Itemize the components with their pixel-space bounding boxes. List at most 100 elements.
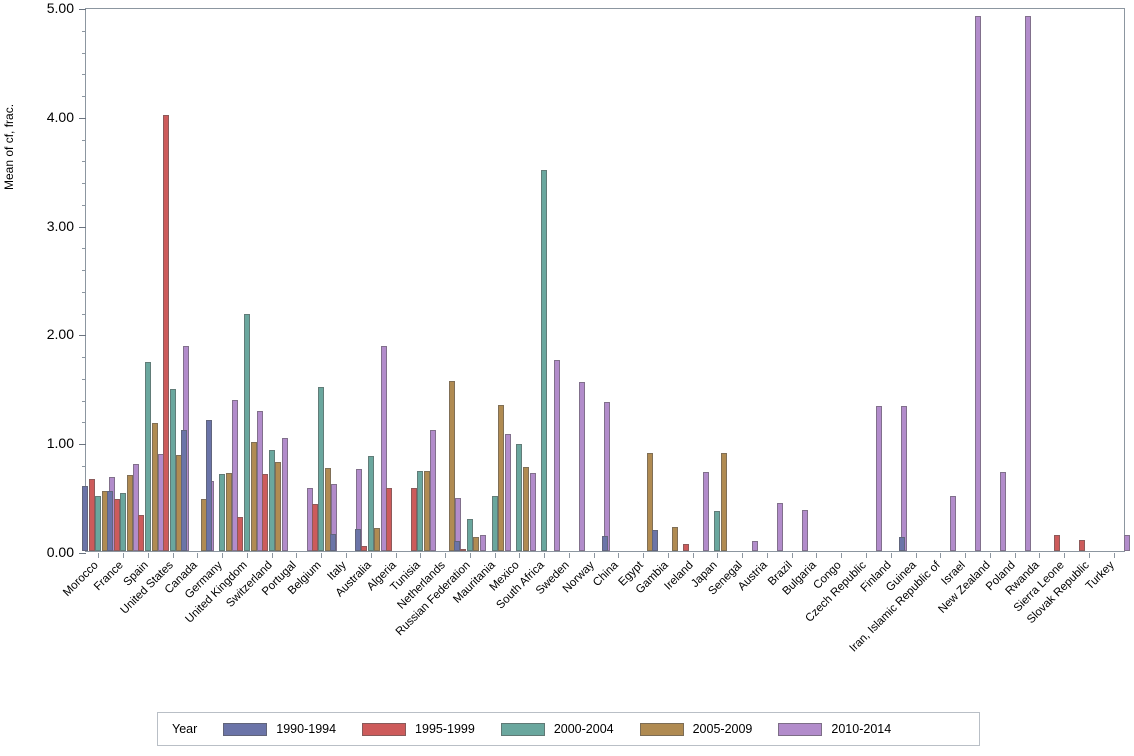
bar — [466, 519, 473, 551]
bar — [541, 170, 548, 551]
x-axis-tick — [692, 553, 694, 558]
bar — [423, 470, 430, 551]
x-axis-tick — [940, 553, 942, 558]
bar — [721, 453, 728, 551]
bar — [1000, 471, 1006, 551]
x-axis-tick-label: Canada — [163, 559, 201, 597]
y-axis-minor-tick — [82, 400, 86, 402]
legend-swatch — [778, 722, 823, 736]
y-axis-tick — [79, 226, 86, 228]
legend-label: 2010-2014 — [831, 722, 892, 736]
legend-item[interactable]: 1990-1994 — [223, 722, 336, 736]
x-axis-tick — [469, 553, 471, 558]
bar — [225, 472, 232, 551]
x-axis-tick — [1088, 553, 1090, 558]
x-axis-tick-label: Sierra Leone — [1011, 559, 1067, 615]
y-axis-minor-tick — [82, 96, 86, 98]
y-axis-minor-tick — [82, 74, 86, 76]
bar — [473, 536, 480, 551]
bar — [430, 430, 437, 551]
x-axis-tick-label: Bulgaria — [780, 559, 820, 598]
x-axis-tick-label: China — [591, 559, 622, 590]
x-axis-tick — [172, 553, 174, 558]
y-axis-tick-label: 1.00 — [46, 435, 74, 452]
x-axis-tick-label: Guinea — [883, 559, 919, 595]
bar — [480, 534, 486, 551]
y-axis-minor-tick — [82, 183, 86, 185]
x-axis-tick-label: South Africa — [494, 559, 547, 612]
x-axis-tick-label: Morocco — [61, 559, 102, 599]
bar — [95, 495, 102, 551]
x-axis-tick-label: Czech Republic — [803, 559, 869, 625]
x-axis-tick — [147, 553, 149, 558]
legend-item[interactable]: 2000-2004 — [500, 722, 614, 736]
legend-item[interactable]: 2010-2014 — [778, 722, 891, 736]
y-axis-tick — [79, 553, 86, 554]
y-axis-minor-tick — [82, 378, 86, 380]
legend-item[interactable]: 2005-2009 — [639, 722, 753, 736]
bar — [106, 491, 113, 551]
bar — [1123, 534, 1130, 551]
x-axis-tick — [123, 553, 125, 558]
x-axis-tick-label: Brazil — [765, 559, 795, 589]
x-axis-tick-label: Ireland — [662, 559, 696, 593]
x-axis-tick-label: United Kingdom — [183, 559, 250, 626]
bar — [448, 381, 455, 551]
x-axis-tick — [890, 553, 892, 558]
x-axis-tick-label: Poland — [983, 559, 1018, 594]
bar — [554, 359, 561, 551]
bar — [516, 444, 523, 551]
x-axis-tick — [717, 553, 719, 558]
x-axis-tick-label: Austria — [735, 559, 770, 594]
bar — [113, 498, 120, 551]
bar — [417, 470, 424, 551]
x-axis-tick-label: Spain — [121, 559, 151, 589]
y-axis-minor-tick — [82, 52, 86, 54]
y-axis-minor-tick — [82, 204, 86, 206]
bar — [120, 493, 127, 551]
bar — [950, 495, 957, 551]
bar — [268, 449, 275, 551]
y-axis-tick — [79, 335, 86, 337]
bar — [324, 468, 331, 551]
x-axis-tick-label: Congo — [811, 559, 845, 592]
legend-label: 2005-2009 — [692, 722, 753, 736]
bar — [374, 528, 381, 551]
bar — [1054, 534, 1061, 551]
x-axis-tick — [1113, 553, 1115, 558]
plot-area: 0.00 1.00 2.00 3.00 4.00 5.00 — [47, 1, 1130, 559]
x-axis-tick-label: Sweden — [533, 559, 572, 598]
x-axis-tick-label: Tunisia — [388, 559, 424, 594]
x-axis-tick — [1014, 553, 1016, 558]
bar — [318, 386, 325, 551]
bar — [144, 361, 151, 551]
x-axis-tick — [816, 553, 818, 558]
x-axis-tick-label: United States — [118, 559, 176, 617]
x-axis-tick — [370, 553, 372, 558]
y-axis-tick-label: 2.00 — [46, 326, 74, 343]
bar — [460, 548, 467, 551]
x-axis-tick-label: Israel — [939, 559, 968, 588]
bar — [975, 15, 982, 551]
bar — [243, 313, 250, 551]
x-axis-tick-label: Portugal — [260, 559, 300, 599]
x-axis-tick-label: Senegal — [706, 559, 745, 598]
x-axis-tick-label: Australia — [333, 559, 374, 600]
bar — [169, 388, 176, 551]
bar — [1024, 15, 1031, 551]
bar — [603, 401, 610, 551]
x-axis-tick — [667, 553, 669, 558]
x-axis-tick-label: Iran, Islamic Republic of — [847, 559, 944, 655]
x-axis-tick-label: Germany — [183, 559, 225, 602]
y-axis-tick-label: 5.00 — [46, 0, 74, 16]
plot-inner: 0.00 1.00 2.00 3.00 4.00 5.00 — [47, 1, 1130, 559]
legend-label: 2000-2004 — [553, 722, 614, 736]
x-axis-tick — [742, 553, 744, 558]
bar — [133, 463, 140, 551]
y-axis-title: Mean of cf, frac. — [2, 103, 16, 190]
legend-item[interactable]: 1995-1999 — [362, 722, 475, 736]
x-axis-tick — [445, 553, 447, 558]
bar — [380, 346, 387, 551]
bar — [181, 430, 188, 551]
y-axis-minor-tick — [82, 30, 86, 32]
